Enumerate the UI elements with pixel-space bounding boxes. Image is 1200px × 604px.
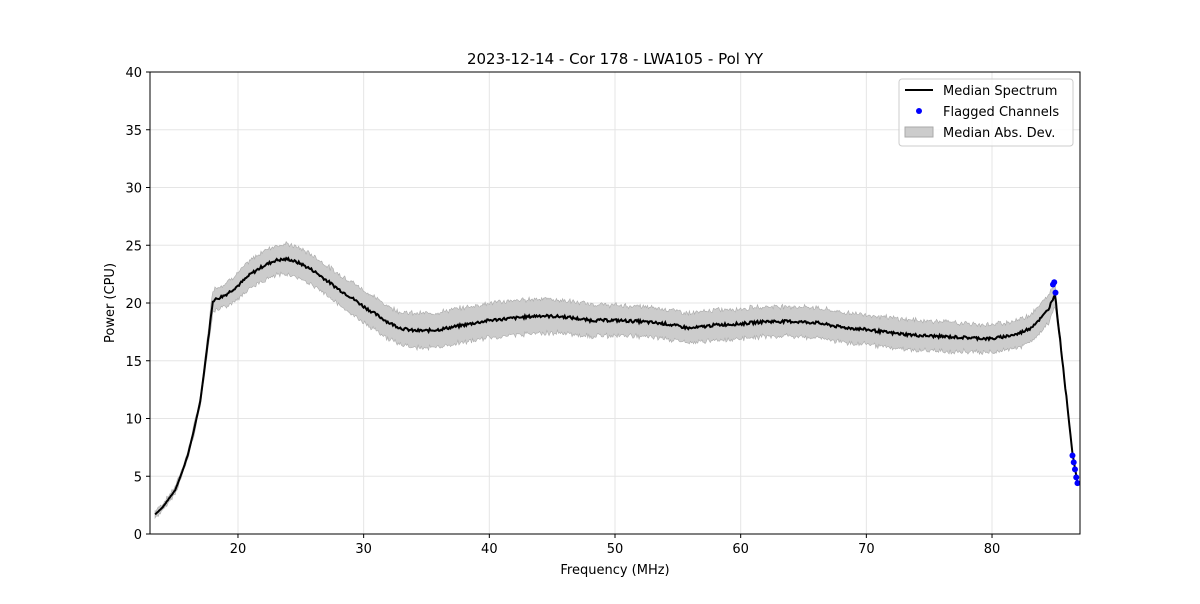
axis-ticks: 20 30 40 50 60 70 80 0 5 10 15 20 25 30 35 40 [125, 66, 1000, 557]
y-tick-label: 30 [125, 182, 142, 197]
x-tick-label: 80 [984, 542, 1001, 557]
y-tick-label: 35 [125, 124, 142, 139]
grid [150, 71, 1080, 535]
flagged-channel-point [1069, 452, 1076, 459]
x-tick-label: 60 [732, 542, 749, 557]
y-tick-label: 40 [125, 66, 142, 81]
legend-flagged-swatch [916, 108, 922, 114]
flagged-channel-point [1051, 279, 1058, 286]
x-tick-label: 40 [481, 542, 498, 557]
y-tick-label: 15 [125, 355, 142, 370]
legend-mad-label: Median Abs. Dev. [943, 126, 1055, 141]
y-tick-label: 20 [125, 297, 142, 312]
flagged-channel-point [1071, 466, 1078, 473]
flagged-channel-point [1070, 459, 1077, 466]
y-tick-label: 10 [125, 413, 142, 428]
y-tick-label: 25 [125, 239, 142, 254]
y-axis-label: Power (CPU) [103, 263, 118, 343]
x-tick-label: 30 [355, 542, 372, 557]
x-tick-label: 50 [607, 542, 624, 557]
legend-median-label: Median Spectrum [943, 84, 1057, 99]
flagged-channel-point [1074, 480, 1081, 487]
legend-flagged-label: Flagged Channels [943, 105, 1059, 120]
x-tick-label: 20 [230, 542, 247, 557]
x-tick-label: 70 [858, 542, 875, 557]
median-spectrum-line [154, 256, 1079, 516]
chart-title: 2023-12-14 - Cor 178 - LWA105 - Pol YY [467, 50, 764, 68]
legend-mad-swatch [904, 126, 934, 138]
y-tick-label: 0 [134, 528, 142, 543]
y-tick-label: 5 [134, 470, 142, 485]
plot-area [154, 240, 1081, 520]
x-axis-label: Frequency (MHz) [560, 563, 669, 578]
flagged-channel-point [1052, 289, 1059, 296]
flagged-channel-point [1073, 474, 1080, 481]
legend: Median Spectrum Flagged Channels Median … [898, 78, 1074, 147]
